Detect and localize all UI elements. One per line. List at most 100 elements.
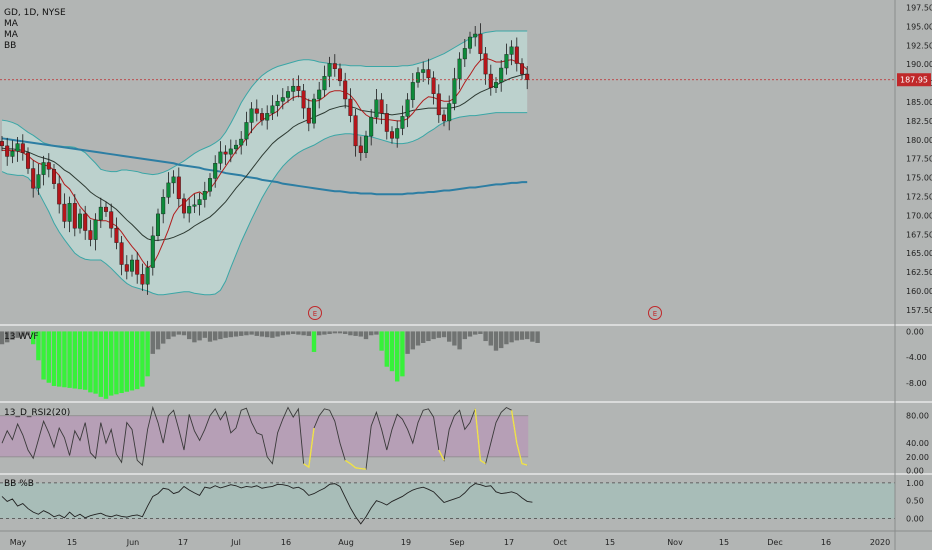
candle[interactable]: [410, 73, 415, 108]
candle[interactable]: [135, 251, 140, 284]
candle[interactable]: [431, 71, 436, 105]
wvf-bar[interactable]: [62, 331, 67, 388]
candle[interactable]: [233, 139, 238, 155]
wvf-bar[interactable]: [337, 331, 343, 334]
wvf-bar[interactable]: [72, 331, 77, 389]
wvf-bar[interactable]: [493, 331, 499, 351]
candle[interactable]: [83, 205, 88, 240]
wvf-bar[interactable]: [15, 331, 20, 338]
wvf-bar[interactable]: [161, 331, 166, 344]
candle[interactable]: [62, 193, 67, 229]
candle[interactable]: [447, 95, 452, 131]
candle[interactable]: [457, 52, 462, 90]
candle[interactable]: [36, 163, 41, 195]
wvf-bar[interactable]: [436, 331, 441, 338]
wvf-bar[interactable]: [358, 331, 363, 337]
candle[interactable]: [390, 126, 395, 144]
wvf-bar[interactable]: [20, 331, 25, 337]
wvf-bar[interactable]: [322, 331, 327, 335]
wvf-bar[interactable]: [311, 331, 317, 352]
wvf-bar[interactable]: [327, 331, 332, 334]
wvf-bar[interactable]: [5, 331, 10, 343]
wvf-bar[interactable]: [447, 331, 452, 342]
wvf-bar[interactable]: [119, 331, 124, 394]
wvf-bar[interactable]: [150, 331, 155, 354]
wvf-bar[interactable]: [67, 331, 72, 388]
candle[interactable]: [57, 175, 62, 214]
wvf-bar[interactable]: [10, 331, 15, 340]
wvf-bar[interactable]: [483, 331, 488, 342]
candle[interactable]: [296, 75, 301, 98]
wvf-bar[interactable]: [109, 331, 114, 396]
wvf-bar[interactable]: [239, 331, 244, 336]
candle[interactable]: [176, 167, 181, 207]
wvf-bar[interactable]: [478, 331, 483, 334]
wvf-bar[interactable]: [46, 331, 51, 383]
wvf-bar[interactable]: [228, 331, 233, 338]
wvf-bar[interactable]: [306, 331, 311, 336]
candle[interactable]: [478, 23, 483, 61]
wvf-bar[interactable]: [369, 331, 374, 336]
candle[interactable]: [462, 39, 467, 67]
candle[interactable]: [10, 140, 15, 164]
wvf-bar[interactable]: [348, 331, 353, 336]
candle[interactable]: [291, 78, 296, 101]
wvf-bar[interactable]: [280, 331, 285, 336]
wvf-bar[interactable]: [254, 331, 259, 336]
wvf-bar[interactable]: [223, 331, 228, 338]
wvf-bar[interactable]: [441, 331, 447, 338]
candle[interactable]: [0, 136, 4, 152]
candle[interactable]: [421, 61, 426, 82]
candle[interactable]: [124, 255, 129, 280]
ma-slow-line[interactable]: [1, 137, 528, 196]
candle[interactable]: [181, 193, 186, 219]
wvf-bar[interactable]: [317, 331, 322, 336]
wvf-bar[interactable]: [171, 331, 176, 337]
rsi-pane[interactable]: [0, 405, 529, 470]
wvf-bar[interactable]: [25, 331, 31, 336]
wvf-bar[interactable]: [379, 331, 384, 351]
wvf-bar[interactable]: [400, 331, 405, 377]
wvf-bar[interactable]: [353, 331, 358, 336]
wvf-bar[interactable]: [145, 331, 150, 377]
candle[interactable]: [312, 93, 317, 129]
wvf-bar[interactable]: [213, 331, 218, 341]
candle[interactable]: [280, 88, 285, 110]
wvf-bar[interactable]: [514, 331, 519, 341]
candle[interactable]: [405, 93, 410, 128]
wvf-bar[interactable]: [504, 331, 509, 345]
wvf-bar[interactable]: [530, 331, 535, 342]
wvf-bar[interactable]: [473, 331, 478, 335]
candle[interactable]: [488, 64, 493, 96]
earnings-marker[interactable]: E: [308, 306, 322, 320]
candle[interactable]: [223, 145, 228, 165]
wvf-bar[interactable]: [181, 331, 187, 336]
candle[interactable]: [525, 66, 530, 90]
candle[interactable]: [20, 134, 25, 161]
candle[interactable]: [395, 120, 400, 148]
wvf-bar[interactable]: [77, 331, 83, 390]
bbp-line[interactable]: [1, 483, 533, 525]
wvf-bar[interactable]: [343, 331, 348, 334]
wvf-bar[interactable]: [389, 331, 395, 372]
candle[interactable]: [46, 153, 51, 178]
wvf-bar[interactable]: [285, 331, 291, 335]
wvf-bar[interactable]: [218, 331, 223, 340]
wvf-bar[interactable]: [509, 331, 514, 343]
candle[interactable]: [286, 86, 291, 103]
candle[interactable]: [322, 65, 327, 97]
candle[interactable]: [187, 198, 192, 223]
candle[interactable]: [192, 194, 197, 213]
candle[interactable]: [306, 98, 311, 132]
candle[interactable]: [119, 235, 124, 276]
wvf-bar[interactable]: [259, 331, 265, 337]
wvf-bar[interactable]: [140, 331, 145, 387]
wvf-bar[interactable]: [176, 331, 181, 335]
candle[interactable]: [140, 263, 145, 291]
wvf-pane[interactable]: [0, 331, 540, 399]
wvf-bar[interactable]: [41, 331, 46, 380]
wvf-bar[interactable]: [452, 331, 457, 346]
candle[interactable]: [5, 137, 10, 166]
candle[interactable]: [249, 102, 254, 134]
candle[interactable]: [260, 108, 265, 126]
